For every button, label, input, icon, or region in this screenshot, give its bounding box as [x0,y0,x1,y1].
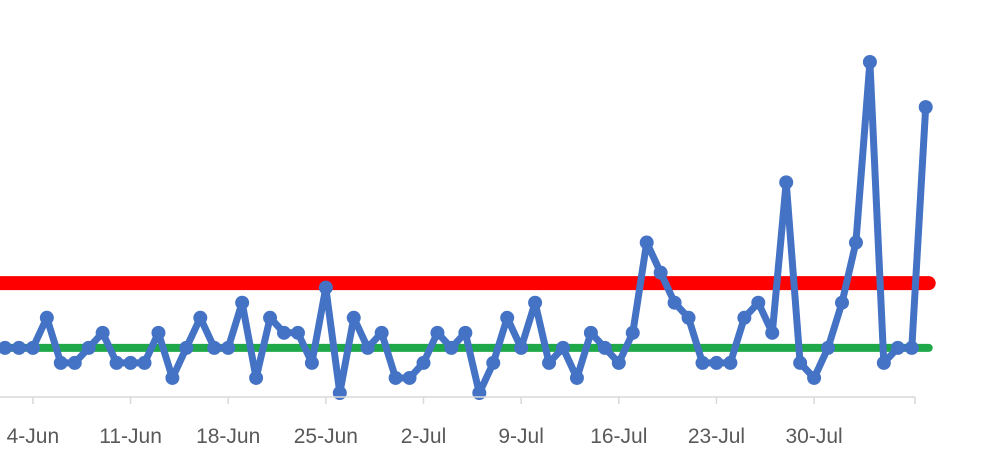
data-point [500,310,515,325]
data-point [514,340,529,355]
data-series [0,55,933,400]
data-point [695,355,710,370]
x-tick-label: 4-Jun [7,425,60,448]
data-point [458,325,473,340]
data-point [11,340,26,355]
data-point [444,340,459,355]
data-point [751,295,766,310]
data-point [67,355,82,370]
data-point [193,310,208,325]
data-point [318,280,333,295]
data-point [332,386,347,400]
data-point [0,340,12,355]
data-point [848,235,863,250]
data-point [723,355,738,370]
data-point [179,340,194,355]
x-tick-label: 2-Jul [401,425,447,448]
data-point [876,355,891,370]
data-point [807,370,822,385]
data-point [277,325,291,340]
data-point [835,295,849,310]
data-point [681,310,696,325]
data-point [346,310,361,325]
data-point [165,370,180,385]
data-point [583,325,598,340]
data-point [542,355,557,370]
x-tick-label: 25-Jun [294,425,358,448]
data-point [388,370,403,385]
data-point [528,295,543,310]
data-point [402,370,417,385]
data-point [39,310,54,325]
data-point [290,325,305,340]
data-point [862,55,877,69]
data-point [625,325,640,340]
data-point [416,355,431,370]
data-point [207,340,222,355]
data-point [151,325,166,340]
data-point [918,100,933,115]
data-point [821,340,836,355]
data-point [53,355,68,370]
x-tick-label: 9-Jul [498,425,544,448]
data-point [793,355,808,370]
data-point [653,265,668,280]
data-point [137,355,152,370]
data-point [486,355,501,370]
x-tick-label: 30-Jul [785,425,842,448]
data-point [221,340,236,355]
data-point [890,340,905,355]
data-point [235,295,250,310]
x-tick-label: 11-Jun [99,425,162,448]
data-point [263,310,278,325]
x-axis-labels: 4-Jun 11-Jun 18-Jun 25-Jun 2-Jul 9-Jul 16-Jul 2… [7,425,843,448]
data-point [123,355,138,370]
data-point [430,325,445,340]
data-point [667,295,682,310]
data-point [904,340,919,355]
data-point [639,235,654,250]
data-point [249,370,264,385]
data-point [709,355,724,370]
data-point [556,340,570,355]
data-point [25,340,40,355]
x-tick-label: 23-Jul [688,425,745,448]
data-point [779,175,794,190]
data-point [569,370,584,385]
data-point [611,355,626,370]
data-point [95,325,110,340]
data-point [374,325,389,340]
x-axis-ticks [32,397,916,404]
x-tick-label: 16-Jul [590,425,647,448]
series-line [1,58,930,397]
data-point [109,355,124,370]
data-point [597,340,612,355]
data-point [81,340,96,355]
data-point [304,355,319,370]
data-point [360,340,375,355]
data-point [472,386,487,400]
x-tick-label: 18-Jun [196,425,260,448]
data-point [737,310,752,325]
data-point [765,325,780,340]
